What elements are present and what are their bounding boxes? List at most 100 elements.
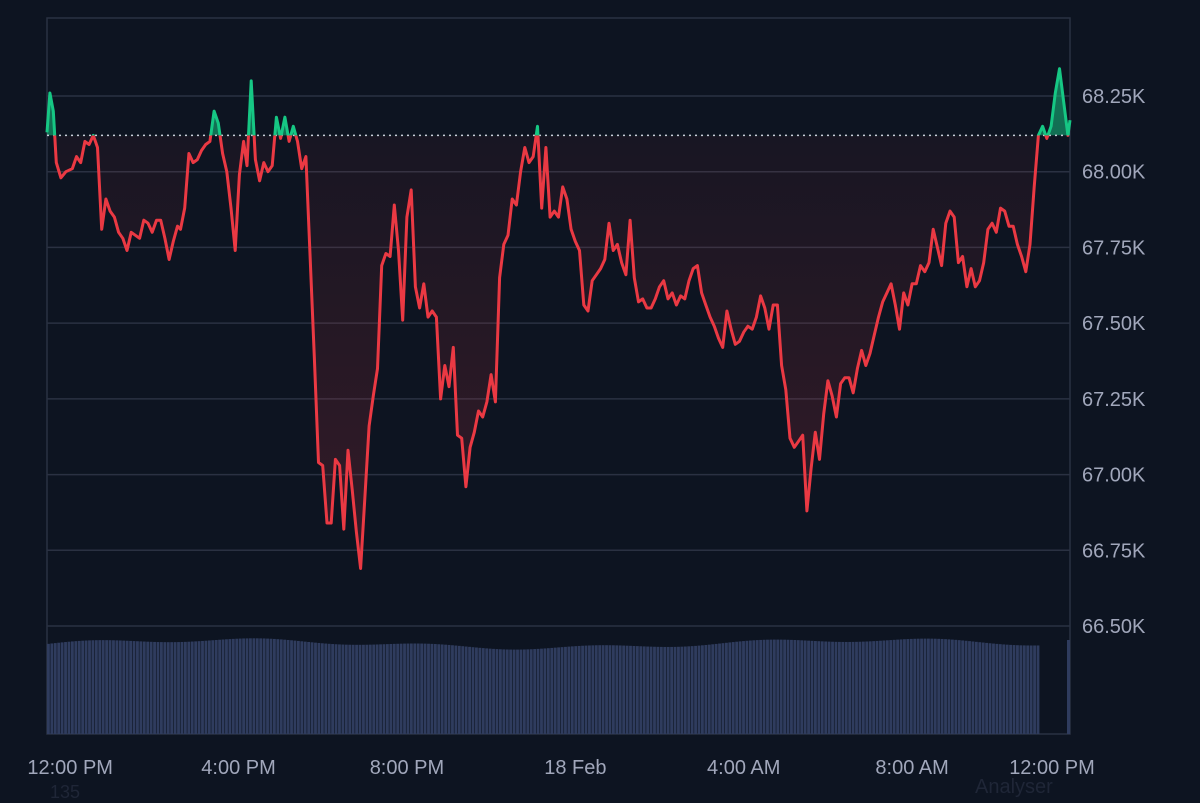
x-tick-label: 12:00 PM xyxy=(27,757,113,779)
volume-bar xyxy=(502,649,506,734)
volume-bar xyxy=(810,640,814,734)
volume-bar xyxy=(47,643,50,734)
volume-bar xyxy=(122,640,126,734)
price-lines xyxy=(45,67,1072,570)
volume-bar xyxy=(957,640,961,734)
volume-bar xyxy=(173,642,177,734)
volume-bar xyxy=(396,643,400,734)
volume-bar xyxy=(649,646,653,734)
volume-bar xyxy=(303,641,307,734)
volume-bar xyxy=(509,649,513,734)
volume-bar xyxy=(488,648,492,734)
volume-bar xyxy=(320,643,324,734)
volume-bar xyxy=(1019,645,1023,734)
volume-bar xyxy=(920,638,923,734)
volume-bar xyxy=(310,642,314,734)
volume-bar xyxy=(84,640,88,734)
volume-bar xyxy=(379,644,382,734)
volume-bar xyxy=(194,641,198,734)
volume-bar xyxy=(245,638,249,734)
volume-bar xyxy=(923,638,927,734)
volume-bar xyxy=(861,641,865,734)
volume-bar xyxy=(269,638,273,734)
volume-bar xyxy=(557,647,561,734)
volume-bar xyxy=(550,647,554,734)
volume-bar xyxy=(793,640,797,734)
volume-bar xyxy=(112,640,115,734)
volume-bar xyxy=(961,640,965,734)
volume-bar xyxy=(759,639,763,734)
volume-bar xyxy=(670,646,674,734)
volume-bar xyxy=(564,646,567,734)
volume-bar xyxy=(485,648,489,734)
volume-bar xyxy=(307,641,311,734)
volume-bar xyxy=(567,646,571,734)
volume-bar xyxy=(276,639,280,734)
volume-bar xyxy=(701,645,704,734)
volume-bar xyxy=(495,649,499,734)
volume-bar xyxy=(588,645,591,734)
x-tick-label: 8:00 PM xyxy=(370,757,444,779)
volume-bar xyxy=(635,646,639,734)
volume-bar xyxy=(694,645,697,734)
volume-bar xyxy=(889,640,893,734)
volume-bar xyxy=(296,640,300,734)
volume-bar xyxy=(786,639,790,734)
volume-bar xyxy=(272,638,276,734)
volume-bar xyxy=(1016,645,1019,734)
volume-bar xyxy=(851,641,855,734)
volume-bar xyxy=(197,641,201,734)
volume-bar xyxy=(742,641,745,734)
volume-bar xyxy=(533,649,537,734)
volume-bar xyxy=(362,644,365,734)
volume-bar xyxy=(156,642,160,734)
volume-bar xyxy=(988,643,992,734)
x-tick-label: 18 Feb xyxy=(544,757,606,779)
volume-bar xyxy=(800,640,804,734)
y-tick-label: 66.50K xyxy=(1082,616,1146,638)
volume-bar xyxy=(57,642,61,734)
volume-bar xyxy=(91,640,95,734)
volume-bar xyxy=(420,643,424,734)
volume-bar xyxy=(344,644,348,734)
volume-bar xyxy=(153,641,156,734)
volume-bar xyxy=(351,644,355,734)
volume-bar xyxy=(687,646,691,734)
volume-bar xyxy=(964,640,968,734)
volume-bar xyxy=(331,644,335,734)
volume-bar xyxy=(214,639,218,734)
volume-bar xyxy=(882,640,886,734)
volume-bar xyxy=(478,647,482,734)
volume-bar xyxy=(142,641,146,734)
volume-bar xyxy=(625,645,629,734)
volume-bar xyxy=(498,649,502,734)
volume-bar xyxy=(512,649,516,734)
y-tick-label: 68.00K xyxy=(1082,162,1146,184)
volume-bar xyxy=(368,644,372,734)
volume-bar xyxy=(492,648,495,734)
volume-bar xyxy=(885,640,889,734)
volume-bar xyxy=(865,641,869,734)
volume-bar xyxy=(314,642,317,734)
volume-bar xyxy=(731,642,735,734)
volume-bar xyxy=(879,640,882,734)
volume-bar xyxy=(646,646,650,734)
volume-bar xyxy=(475,647,478,734)
volume-bar xyxy=(338,644,341,734)
volume-bar xyxy=(238,638,242,734)
volume-bar xyxy=(526,649,530,734)
volume-bar xyxy=(249,638,252,734)
volume-bar xyxy=(221,639,225,734)
volume-bar xyxy=(690,646,694,734)
volume-bar xyxy=(855,641,858,734)
volume-bar xyxy=(286,639,290,734)
volume-bar xyxy=(783,639,787,734)
volume-bar xyxy=(74,641,78,734)
volume-bar xyxy=(683,646,687,734)
volume-bar xyxy=(218,639,222,734)
volume-bar xyxy=(437,644,441,734)
volume-bar xyxy=(430,643,434,734)
volume-bar xyxy=(1026,645,1030,734)
volume-bar xyxy=(88,640,91,734)
volume-bar xyxy=(677,646,680,734)
